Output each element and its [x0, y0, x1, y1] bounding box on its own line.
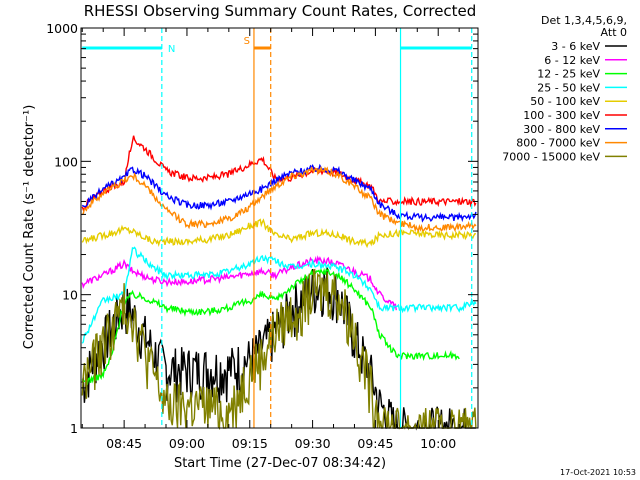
x-tick-label-6: 10:00 [420, 436, 456, 451]
x-tick-label-3: 09:15 [232, 436, 268, 451]
series-line-1 [81, 267, 476, 431]
timestamp-label: 17-Oct-2021 10:53 [560, 468, 636, 477]
x-axis-label: Start Time (27-Dec-07 08:34:42) [174, 456, 386, 471]
axes-group: 1 10 100 1000 08:45 09:00 09:15 09:30 09:45 10:00 [46, 21, 478, 451]
y-tick-label-1: 1 [70, 421, 78, 436]
series-line-3 [81, 267, 460, 386]
legend-label-1: 3 - 6 keV [551, 40, 600, 53]
flag-label-3: S [244, 36, 250, 47]
y-tick-label-4: 1000 [46, 21, 78, 36]
series-line-4 [81, 246, 477, 344]
y-tick-label-3: 100 [54, 154, 78, 169]
series-line-8 [81, 165, 477, 233]
legend-label-3: 12 - 25 keV [537, 68, 600, 81]
legend-header-1: Det 1,3,4,5,6,9, [541, 14, 627, 27]
y-axis-label: Corrected Count Rate (s⁻¹ detector⁻¹) [22, 105, 37, 350]
legend-label-7: 300 - 800 keV [523, 123, 600, 136]
legend-header-2: Att 0 [601, 26, 627, 39]
legend-label-6: 100 - 300 keV [523, 109, 600, 122]
legend-label-2: 6 - 12 keV [544, 54, 600, 67]
plot-frame [80, 27, 479, 429]
x-tick-label-1: 08:45 [106, 436, 142, 451]
series-group [81, 135, 477, 431]
flag-label-1: N [168, 44, 175, 55]
x-tick-label-5: 09:45 [357, 436, 393, 451]
series-line-5 [81, 218, 476, 249]
overlay-group: NS [82, 28, 473, 428]
x-tick-label-4: 09:30 [295, 436, 331, 451]
series-line-7 [81, 163, 477, 223]
legend-label-9: 7000 - 15000 keV [502, 150, 600, 163]
series-line-9 [81, 268, 477, 431]
legend-label-4: 25 - 50 keV [537, 81, 600, 94]
legend-label-5: 50 - 100 keV [530, 95, 600, 108]
legend-label-8: 800 - 7000 keV [516, 137, 600, 150]
x-tick-label-2: 09:00 [169, 436, 205, 451]
y-tick-label-2: 10 [62, 288, 78, 303]
chart-title: RHESSI Observing Summary Count Rates, Co… [84, 2, 477, 20]
